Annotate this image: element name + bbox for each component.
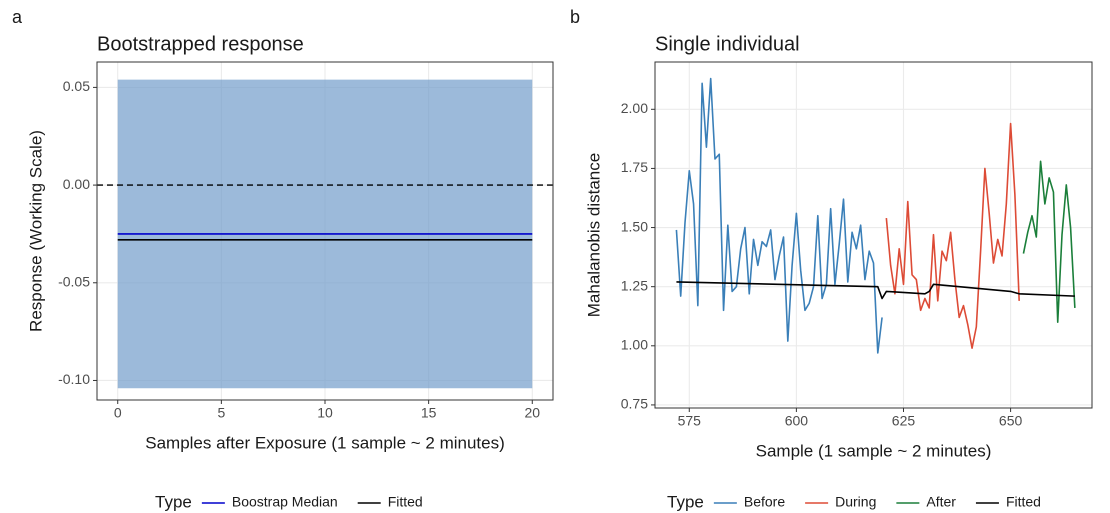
- panel: a Bootstrapped response -0.10 -0.05 0.00 0.05…: [12, 7, 554, 511]
- y-tick-label: 0.75: [621, 396, 648, 412]
- y-tick-label: 1.75: [621, 159, 648, 175]
- legend-label: After: [926, 494, 956, 510]
- chart-title: Single individual: [655, 33, 800, 55]
- panel: b Single individual 0.75 1.00 1.25 1.50 1.75 2.…: [570, 7, 1093, 511]
- legend-title: Type: [667, 492, 704, 511]
- series-line: [885, 122, 1020, 349]
- x-tick-label: 575: [678, 413, 702, 429]
- x-tick-label: 600: [785, 413, 809, 429]
- x-axis-title: Samples after Exposure (1 sample ~ 2 min…: [145, 433, 505, 452]
- y-tick-label: 1.50: [621, 218, 648, 234]
- legend-label: During: [835, 494, 876, 510]
- x-tick-label: 625: [892, 413, 916, 429]
- x-tick-label: 20: [524, 405, 540, 421]
- x-tick-label: 10: [317, 405, 333, 421]
- y-axis-title: Mahalanobis distance: [584, 153, 603, 317]
- y-tick-label: 2.00: [621, 100, 648, 116]
- legend-label: Boostrap Median: [232, 494, 338, 510]
- plot-border: [654, 61, 1093, 409]
- chart-title: Bootstrapped response: [97, 33, 304, 55]
- series-line: [675, 77, 883, 354]
- y-tick-label: 0.00: [63, 176, 90, 192]
- y-tick-label: -0.10: [58, 371, 90, 387]
- panel-label: a: [12, 7, 23, 27]
- x-tick-label: 15: [421, 405, 437, 421]
- y-tick-label: -0.05: [58, 273, 90, 289]
- legend-title: Type: [155, 492, 192, 511]
- y-tick-label: 0.05: [63, 78, 90, 94]
- series-line: [676, 281, 1075, 300]
- y-tick-label: 1.25: [621, 277, 648, 293]
- legend-label: Before: [744, 494, 785, 510]
- legend-label: Fitted: [388, 494, 423, 510]
- y-tick-label: 1.00: [621, 337, 648, 353]
- legend-label: Fitted: [1006, 494, 1041, 510]
- y-axis-title: Response (Working Scale): [26, 130, 45, 332]
- x-tick-label: 0: [114, 405, 122, 421]
- x-tick-label: 5: [217, 405, 225, 421]
- panel-label: b: [570, 7, 580, 27]
- x-axis-title: Sample (1 sample ~ 2 minutes): [756, 441, 992, 460]
- series-line: [1022, 160, 1076, 323]
- plot-border: [96, 61, 554, 401]
- x-tick-label: 650: [999, 413, 1023, 429]
